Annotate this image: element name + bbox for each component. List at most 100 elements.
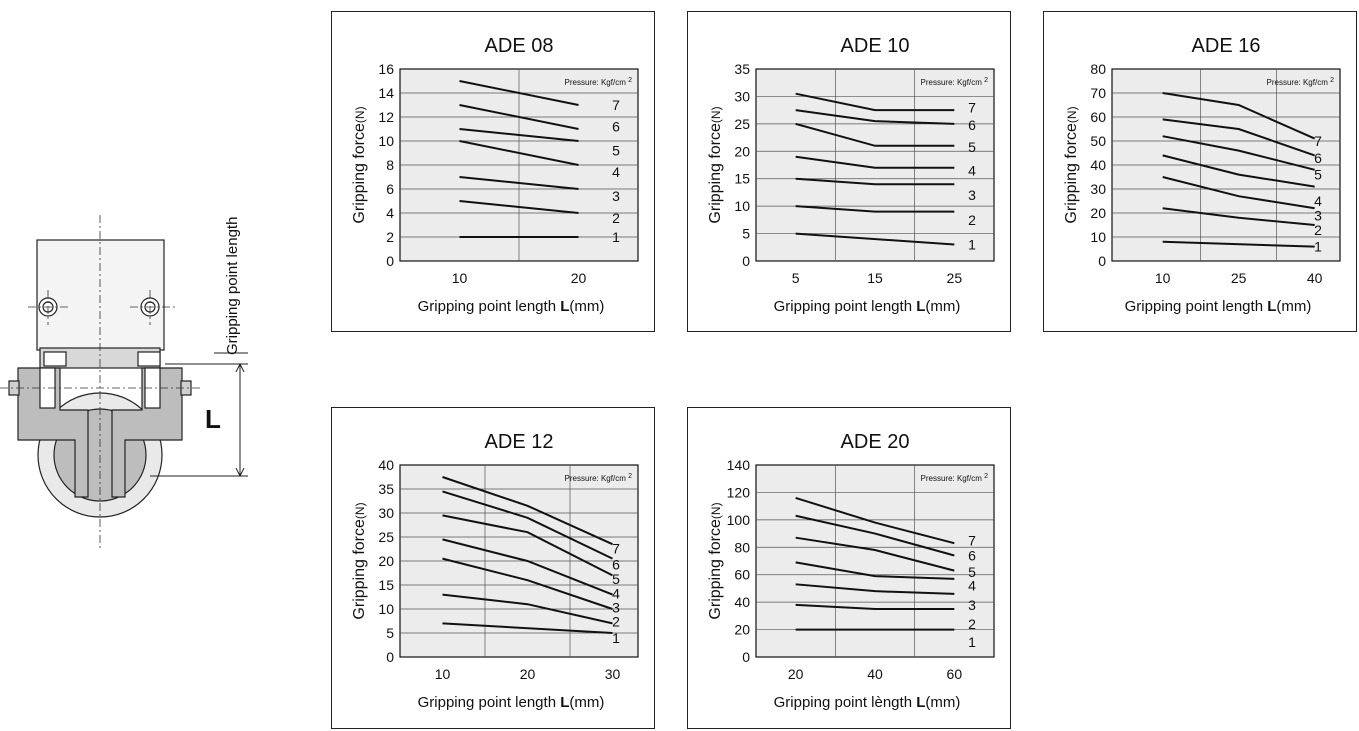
y-tick-label: 0 [742, 253, 750, 269]
series-line-1 [1162, 240, 1315, 248]
y-tick-label: 15 [378, 577, 394, 593]
series-line-3 [459, 176, 579, 190]
series-label-2: 2 [1314, 222, 1322, 238]
y-tick-label: 25 [378, 529, 394, 545]
x-tick-label: 25 [1231, 270, 1247, 286]
pressure-legend: Pressure: Kgf/cm 2 [1267, 77, 1335, 87]
x-tick-label: 10 [452, 270, 468, 286]
x-axis-label: Gripping point length L(mm) [418, 298, 605, 315]
series-line-5 [1162, 135, 1315, 171]
y-tick-label: 40 [1090, 157, 1106, 173]
y-tick-label: 10 [734, 198, 750, 214]
dimension-lines [150, 352, 248, 478]
y-axis-label: Gripping force(N) [1063, 106, 1080, 223]
y-tick-label: 50 [1090, 133, 1106, 149]
series-line-4 [1162, 154, 1315, 188]
chart-title: ADE 08 [485, 35, 554, 57]
series-label-1: 1 [1314, 239, 1322, 255]
series-line-7 [442, 476, 613, 546]
series-label-6: 6 [612, 119, 620, 135]
series-line-6 [795, 514, 955, 557]
x-tick-label: 10 [435, 666, 451, 682]
series-label-5: 5 [612, 143, 620, 159]
series-line-5 [459, 128, 579, 142]
pressure-legend: Pressure: Kgf/cm 2 [565, 473, 633, 483]
x-tick-label: 30 [605, 666, 621, 682]
y-tick-label: 16 [378, 61, 394, 77]
series-line-4 [795, 561, 955, 580]
series-label-6: 6 [1314, 150, 1322, 166]
series-label-3: 3 [612, 188, 620, 204]
series-label-3: 3 [968, 597, 976, 613]
y-tick-label: 30 [378, 505, 394, 521]
series-line-5 [795, 122, 955, 147]
y-tick-label: 40 [734, 594, 750, 610]
series-line-1 [442, 622, 613, 634]
y-tick-label: 10 [1090, 229, 1106, 245]
x-tick-label: 40 [1307, 270, 1323, 286]
series-line-5 [442, 514, 613, 577]
y-tick-label: 5 [742, 226, 750, 242]
series-line-2 [442, 593, 613, 625]
series-line-4 [459, 140, 579, 166]
chart-title: ADE 10 [841, 35, 910, 57]
y-tick-label: 4 [386, 205, 394, 221]
series-line-2 [795, 205, 955, 213]
series-label-3: 3 [968, 187, 976, 203]
series-label-7: 7 [612, 97, 620, 113]
series-line-6 [459, 104, 579, 130]
y-tick-label: 20 [1090, 205, 1106, 221]
center-lines [0, 215, 200, 548]
series-line-7 [459, 80, 579, 106]
pressure-legend: Pressure: Kgf/cm 2 [921, 473, 989, 483]
pressure-legend: Pressure: Kgf/cm 2 [921, 77, 989, 87]
y-tick-label: 0 [742, 649, 750, 665]
gripper-diagram: Gripping point length L [0, 215, 248, 548]
x-axis-label: Gripping point length L(mm) [774, 298, 961, 315]
series-line-4 [442, 538, 613, 596]
series-label-2: 2 [612, 613, 620, 629]
x-tick-label: 25 [947, 270, 963, 286]
chart-ade-08: ADE 08 0 2 4 6 8 10 12 14 16 10 20 Pressure: Kgf/cm … [331, 11, 655, 332]
y-tick-label: 0 [1098, 253, 1106, 269]
series-label-6: 6 [612, 556, 620, 572]
y-tick-label: 70 [1090, 85, 1106, 101]
y-tick-label: 60 [1090, 109, 1106, 125]
y-tick-label: 8 [386, 157, 394, 173]
series-label-4: 4 [968, 578, 976, 594]
y-tick-label: 2 [386, 229, 394, 245]
dimension-label: Gripping point length [224, 217, 241, 355]
series-label-7: 7 [612, 541, 620, 557]
series-line-3 [1162, 176, 1315, 210]
y-axis-label: Gripping force(N) [351, 502, 368, 619]
y-tick-label: 25 [734, 116, 750, 132]
chart-ade-20: ADE 20 0 20 40 60 80 100 120 140 20 40 60 Pressure: … [687, 407, 1011, 729]
series-line-7 [1162, 92, 1316, 140]
y-axis-label: Gripping force(N) [707, 502, 724, 619]
y-tick-label: 15 [734, 171, 750, 187]
x-tick-label: 40 [867, 666, 883, 682]
x-axis-label: Gripping point lèngth L(mm) [774, 694, 961, 711]
y-tick-label: 140 [727, 457, 751, 473]
y-tick-label: 0 [386, 649, 394, 665]
series-label-6: 6 [968, 548, 976, 564]
y-tick-label: 0 [386, 253, 394, 269]
y-tick-label: 80 [1090, 61, 1106, 77]
y-tick-label: 80 [734, 539, 750, 555]
chart-title: ADE 16 [1192, 35, 1261, 57]
y-tick-label: 14 [378, 85, 394, 101]
series-label-5: 5 [968, 139, 976, 155]
y-tick-label: 20 [734, 622, 750, 638]
series-line-2 [795, 603, 955, 610]
x-axis-label: Gripping point length L(mm) [418, 694, 605, 711]
y-tick-label: 40 [378, 457, 394, 473]
x-tick-label: 10 [1155, 270, 1171, 286]
series-line-7 [795, 92, 955, 112]
x-tick-label: 20 [571, 270, 587, 286]
plot-area [755, 464, 995, 658]
series-label-1: 1 [612, 630, 620, 646]
y-tick-label: 100 [727, 512, 751, 528]
y-axis-label: Gripping force(N) [351, 106, 368, 223]
series-label-4: 4 [612, 164, 620, 180]
x-tick-label: 60 [947, 666, 963, 682]
